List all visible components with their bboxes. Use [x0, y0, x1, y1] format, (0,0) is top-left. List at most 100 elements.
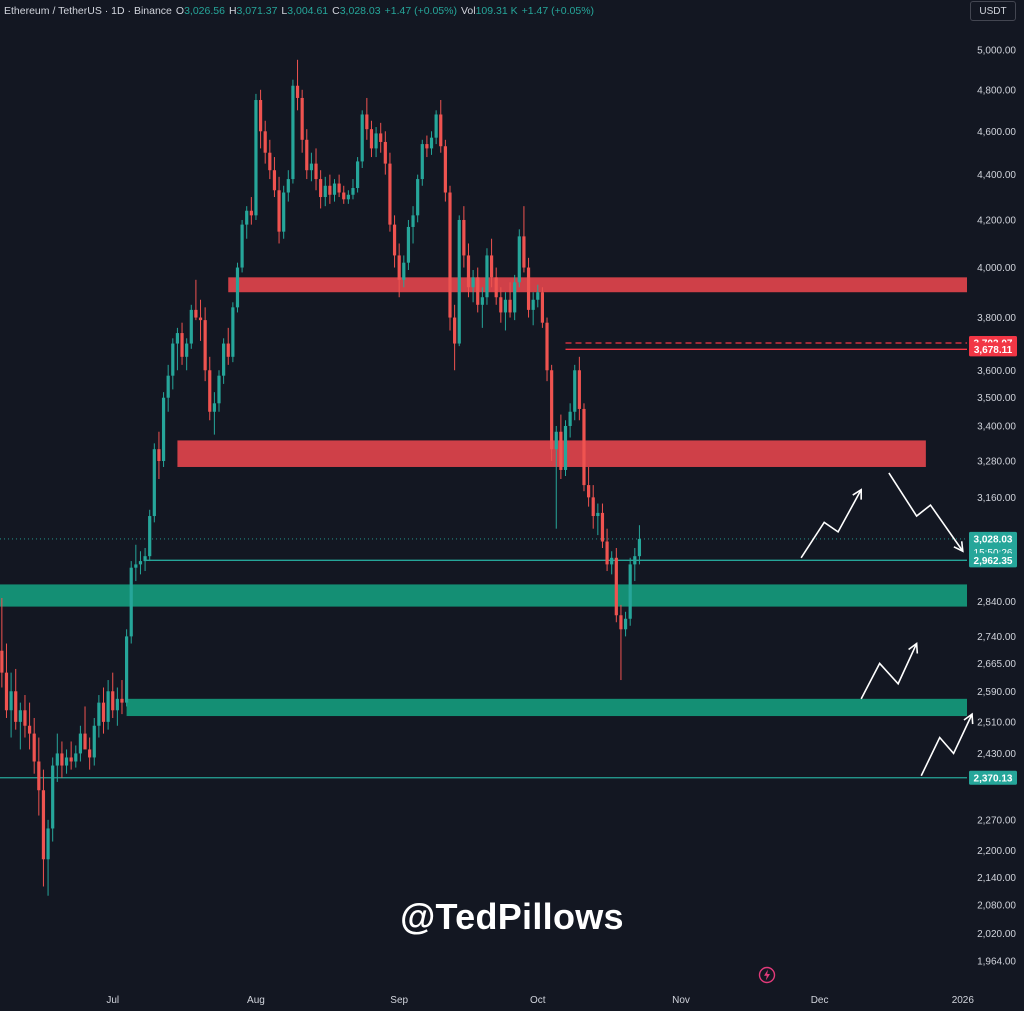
candle	[448, 185, 452, 331]
candle	[194, 279, 198, 321]
candle	[466, 243, 471, 298]
high-value: 3,071.37	[236, 5, 278, 17]
vol-label: Vol	[460, 5, 476, 17]
candle-body	[115, 698, 119, 711]
candle-body	[439, 114, 443, 147]
candle-body	[291, 85, 295, 180]
lightning-icon[interactable]	[758, 966, 776, 984]
low-value: 3,004.61	[287, 5, 329, 17]
candle	[471, 269, 475, 303]
candle-body	[300, 97, 304, 140]
candle-body	[443, 146, 447, 193]
candle-body	[198, 317, 203, 321]
candle-body	[614, 557, 618, 616]
candle-body	[129, 567, 133, 637]
candle	[148, 509, 152, 562]
price-axis[interactable]: 5,000.00 4,800.00 4,600.00 4,400.00 4,200.00…	[977, 46, 1016, 968]
symbol-title[interactable]: Ethereum / TetherUS · 1D · Binance	[4, 5, 172, 17]
chart-legend: Ethereum / TetherUS · 1D · Binance O3,02…	[4, 4, 594, 18]
x-tick-label: Jul	[106, 995, 119, 1006]
candle-body	[268, 152, 272, 171]
candle	[522, 206, 526, 273]
projection-arrowhead-2	[908, 642, 919, 654]
candle	[295, 59, 300, 111]
candle	[420, 139, 424, 186]
candle-body	[14, 691, 18, 722]
candle-body	[374, 133, 378, 149]
candle	[263, 120, 267, 164]
candle-body	[4, 672, 9, 711]
candle	[14, 668, 18, 730]
candle-body	[203, 320, 207, 371]
price-label-text: 3,678.11	[974, 345, 1013, 356]
candle	[337, 174, 341, 198]
candle-body	[429, 137, 434, 149]
y-tick-label: 2,740.00	[977, 632, 1016, 643]
candle-body	[319, 179, 323, 198]
candle	[383, 131, 387, 175]
candle	[319, 170, 323, 209]
candle	[305, 129, 309, 180]
candle	[254, 93, 258, 220]
candle-body	[591, 497, 595, 517]
open-value: 3,026.56	[184, 5, 225, 17]
x-tick-label: Oct	[530, 995, 546, 1006]
candle-body	[554, 431, 558, 450]
candle-body	[457, 219, 461, 344]
candle-body	[582, 408, 586, 486]
candle	[74, 745, 78, 768]
candle	[499, 287, 503, 323]
projection-path-0	[800, 489, 862, 559]
candle	[526, 257, 531, 318]
candle-body	[462, 219, 466, 256]
candle	[83, 706, 87, 750]
candle-body	[416, 179, 420, 216]
candle	[453, 304, 457, 371]
candle-body	[480, 297, 484, 305]
candle	[559, 414, 563, 480]
candle	[235, 262, 240, 313]
candle-body	[365, 114, 369, 130]
x-tick-label: Aug	[247, 995, 265, 1006]
candle-body	[388, 163, 392, 225]
candle-body	[88, 749, 92, 758]
candle	[531, 292, 535, 326]
candle	[342, 185, 346, 204]
candle-body	[536, 292, 540, 300]
candle	[314, 148, 318, 191]
price-labels-layer: 3,702.073,678.113,028.0315:50:262,962.35…	[969, 336, 1017, 785]
candle-body	[37, 761, 41, 791]
y-tick-label: 2,140.00	[977, 873, 1016, 884]
candle-body	[231, 307, 235, 357]
candle	[277, 176, 281, 244]
candle	[88, 737, 92, 770]
candle-body	[545, 322, 549, 371]
candle	[245, 206, 249, 239]
currency-button[interactable]: USDT	[970, 1, 1016, 21]
candle	[51, 757, 55, 842]
support-zone-3	[126, 698, 968, 717]
candle-body	[517, 236, 521, 283]
x-tick-label: Dec	[811, 995, 829, 1006]
y-tick-label: 2,080.00	[977, 901, 1016, 912]
candle	[161, 392, 166, 467]
candle	[434, 110, 438, 145]
levels-layer	[0, 342, 967, 779]
candle-body	[600, 512, 605, 542]
high-label: H	[228, 5, 237, 17]
y-tick-label: 2,510.00	[977, 717, 1016, 728]
candle	[4, 643, 9, 718]
y-tick-label: 5,000.00	[977, 46, 1016, 57]
candle-body	[180, 333, 184, 357]
candle	[582, 403, 586, 492]
time-axis[interactable]: Jul Aug Sep Oct Nov Dec 2026	[106, 995, 974, 1006]
candle	[462, 206, 466, 268]
candle	[379, 122, 383, 153]
candle-body	[476, 277, 480, 305]
candle-body	[309, 163, 313, 171]
candle-body	[51, 765, 55, 829]
price-label-box	[969, 531, 1017, 560]
candle-body	[189, 309, 193, 344]
candle-body	[346, 194, 350, 200]
